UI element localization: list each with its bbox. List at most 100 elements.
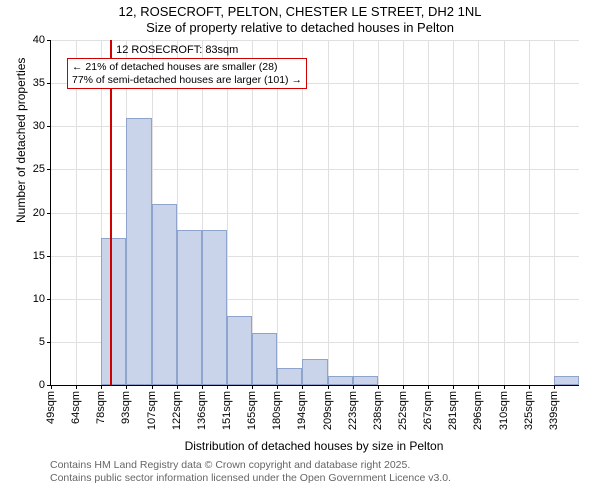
- annotation-box: ← 21% of detached houses are smaller (28…: [67, 58, 307, 89]
- y-axis-label: Number of detached properties: [14, 203, 28, 223]
- ytick-label: 5: [39, 336, 45, 348]
- gridline-h: [51, 40, 579, 41]
- histogram-bar: [353, 376, 378, 385]
- xtick-mark: [76, 385, 77, 389]
- ytick-mark: [47, 213, 51, 214]
- xtick-mark: [302, 385, 303, 389]
- x-axis-label: Distribution of detached houses by size …: [50, 439, 578, 453]
- histogram-bar: [152, 204, 177, 385]
- ytick-mark: [47, 256, 51, 257]
- histogram-bar: [177, 230, 202, 385]
- histogram-bar: [302, 359, 327, 385]
- gridline-v: [353, 40, 354, 385]
- xtick-label: 180sqm: [271, 391, 283, 430]
- title-line-2: Size of property relative to detached ho…: [0, 20, 600, 36]
- gridline-v: [554, 40, 555, 385]
- xtick-label: 310sqm: [498, 391, 510, 430]
- gridline-v: [478, 40, 479, 385]
- annotation-line-2: 77% of semi-detached houses are larger (…: [72, 74, 302, 87]
- footer-line-1: Contains HM Land Registry data © Crown c…: [50, 459, 451, 472]
- ytick-label: 30: [33, 120, 45, 132]
- ytick-mark: [47, 299, 51, 300]
- ytick-mark: [47, 40, 51, 41]
- xtick-mark: [353, 385, 354, 389]
- xtick-label: 325sqm: [523, 391, 535, 430]
- xtick-label: 107sqm: [146, 391, 158, 430]
- xtick-mark: [554, 385, 555, 389]
- chart-footer: Contains HM Land Registry data © Crown c…: [50, 459, 451, 484]
- xtick-mark: [504, 385, 505, 389]
- xtick-mark: [453, 385, 454, 389]
- gridline-v: [328, 40, 329, 385]
- gridline-v: [428, 40, 429, 385]
- ytick-label: 35: [33, 77, 45, 89]
- xtick-mark: [101, 385, 102, 389]
- xtick-label: 339sqm: [548, 391, 560, 430]
- xtick-label: 122sqm: [171, 391, 183, 430]
- histogram-bar: [126, 118, 151, 385]
- xtick-mark: [378, 385, 379, 389]
- histogram-bar: [227, 316, 252, 385]
- ytick-label: 10: [33, 293, 45, 305]
- marker-label: 12 ROSECROFT: 83sqm: [116, 44, 238, 56]
- annotation-line-1: ← 21% of detached houses are smaller (28…: [72, 61, 302, 74]
- footer-line-2: Contains public sector information licen…: [50, 472, 451, 485]
- xtick-mark: [529, 385, 530, 389]
- gridline-v: [302, 40, 303, 385]
- xtick-mark: [51, 385, 52, 389]
- ytick-label: 40: [33, 34, 45, 46]
- xtick-mark: [227, 385, 228, 389]
- xtick-label: 194sqm: [296, 391, 308, 430]
- xtick-mark: [328, 385, 329, 389]
- xtick-mark: [277, 385, 278, 389]
- plot-area: 051015202530354049sqm64sqm78sqm93sqm107s…: [50, 40, 579, 386]
- histogram-bar: [277, 368, 302, 385]
- histogram-bar: [554, 376, 579, 385]
- gridline-v: [504, 40, 505, 385]
- histogram-bar: [101, 238, 126, 385]
- xtick-mark: [403, 385, 404, 389]
- ytick-label: 0: [39, 379, 45, 391]
- xtick-mark: [126, 385, 127, 389]
- gridline-v: [453, 40, 454, 385]
- xtick-label: 296sqm: [472, 391, 484, 430]
- xtick-label: 165sqm: [246, 391, 258, 430]
- gridline-v: [76, 40, 77, 385]
- xtick-label: 252sqm: [397, 391, 409, 430]
- histogram-bar: [328, 376, 353, 385]
- xtick-mark: [152, 385, 153, 389]
- chart-container: 12, ROSECROFT, PELTON, CHESTER LE STREET…: [0, 0, 600, 500]
- histogram-bar: [202, 230, 227, 385]
- xtick-label: 136sqm: [196, 391, 208, 430]
- xtick-label: 64sqm: [70, 391, 82, 424]
- ytick-label: 15: [33, 250, 45, 262]
- xtick-mark: [202, 385, 203, 389]
- ytick-mark: [47, 83, 51, 84]
- gridline-v: [529, 40, 530, 385]
- xtick-label: 238sqm: [372, 391, 384, 430]
- gridline-v: [378, 40, 379, 385]
- xtick-mark: [478, 385, 479, 389]
- ytick-mark: [47, 342, 51, 343]
- gridline-v: [277, 40, 278, 385]
- xtick-label: 93sqm: [120, 391, 132, 424]
- ytick-label: 25: [33, 163, 45, 175]
- xtick-mark: [252, 385, 253, 389]
- xtick-mark: [428, 385, 429, 389]
- xtick-label: 78sqm: [95, 391, 107, 424]
- gridline-v: [403, 40, 404, 385]
- xtick-label: 281sqm: [447, 391, 459, 430]
- marker-line: [110, 40, 112, 385]
- title-line-1: 12, ROSECROFT, PELTON, CHESTER LE STREET…: [0, 4, 600, 20]
- histogram-bar: [252, 333, 277, 385]
- xtick-label: 49sqm: [45, 391, 57, 424]
- xtick-label: 209sqm: [322, 391, 334, 430]
- ytick-label: 20: [33, 207, 45, 219]
- xtick-mark: [177, 385, 178, 389]
- ytick-mark: [47, 126, 51, 127]
- xtick-label: 151sqm: [221, 391, 233, 430]
- xtick-label: 267sqm: [422, 391, 434, 430]
- ytick-mark: [47, 169, 51, 170]
- chart-title: 12, ROSECROFT, PELTON, CHESTER LE STREET…: [0, 4, 600, 35]
- xtick-label: 223sqm: [347, 391, 359, 430]
